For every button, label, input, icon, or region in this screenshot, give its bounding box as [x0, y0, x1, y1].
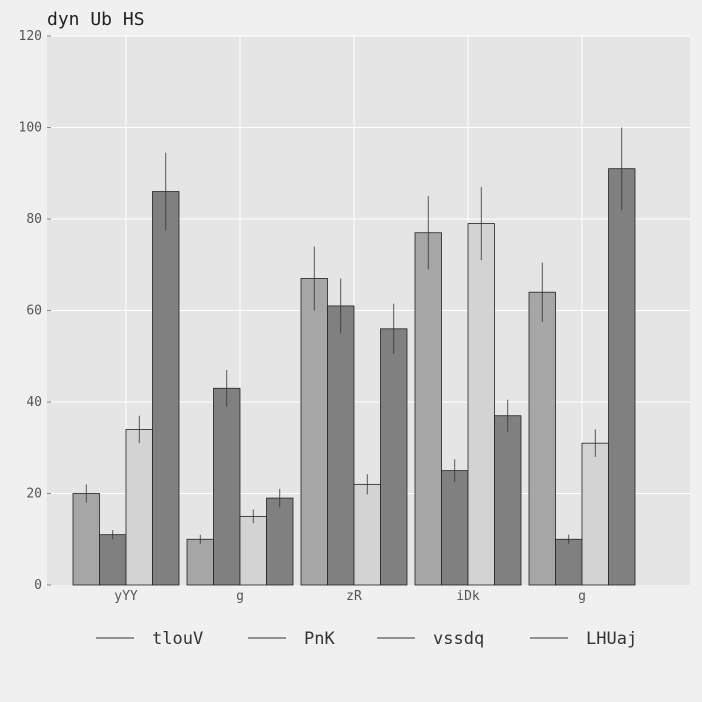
- bar-vssdq-4: [581, 442, 609, 586]
- x-tick-label: iDk: [456, 589, 480, 604]
- legend: tlouV PnK vssdq LHUaj: [96, 629, 637, 649]
- bar-tlouV-1: [186, 538, 214, 586]
- bar-vssdq-3: [467, 223, 495, 586]
- x-tick-label: yYY: [114, 589, 138, 604]
- x-tick-label: zR: [346, 589, 362, 604]
- bar-PnK-3: [441, 470, 469, 586]
- error-bars-group: [85, 127, 623, 544]
- bar-PnK-0: [99, 534, 127, 586]
- bar-tlouV-3: [414, 232, 442, 586]
- legend-label: LHUaj: [586, 629, 637, 649]
- bar-LHUaj-1: [266, 497, 294, 586]
- bar-PnK-4: [555, 538, 583, 586]
- y-tick-label: 100: [19, 121, 42, 136]
- x-tick-label: g: [578, 589, 586, 604]
- x-tick-label: g: [236, 589, 244, 604]
- bars-group: [72, 168, 636, 586]
- y-tick-label: 60: [26, 304, 42, 319]
- y-tick-label: 0: [34, 578, 42, 593]
- bar-LHUaj-4: [608, 168, 636, 586]
- bar-vssdq-1: [239, 515, 267, 586]
- legend-label: vssdq: [433, 629, 484, 649]
- bar-vssdq-0: [125, 429, 153, 586]
- bar-vssdq-2: [353, 483, 381, 586]
- bar-LHUaj-3: [494, 415, 522, 586]
- y-tick-label: 120: [19, 29, 42, 44]
- y-tick-label: 20: [26, 487, 42, 502]
- legend-label: tlouV: [152, 629, 203, 649]
- bar-PnK-2: [327, 305, 355, 586]
- bar-tlouV-4: [528, 291, 556, 586]
- bar-PnK-1: [213, 387, 241, 586]
- y-tick-label: 80: [26, 212, 42, 227]
- bar-tlouV-2: [300, 278, 328, 586]
- bar-LHUaj-2: [380, 328, 408, 586]
- chart-title: dyn Ub HS: [47, 9, 145, 30]
- y-tick-label: 40: [26, 395, 42, 410]
- bar-tlouV-0: [72, 493, 100, 586]
- bar-LHUaj-0: [152, 191, 180, 586]
- legend-label: PnK: [304, 629, 335, 649]
- x-axis: yYY g zR iDk g: [114, 589, 586, 604]
- y-axis: 0 20 40 60 80 100 120: [19, 29, 51, 593]
